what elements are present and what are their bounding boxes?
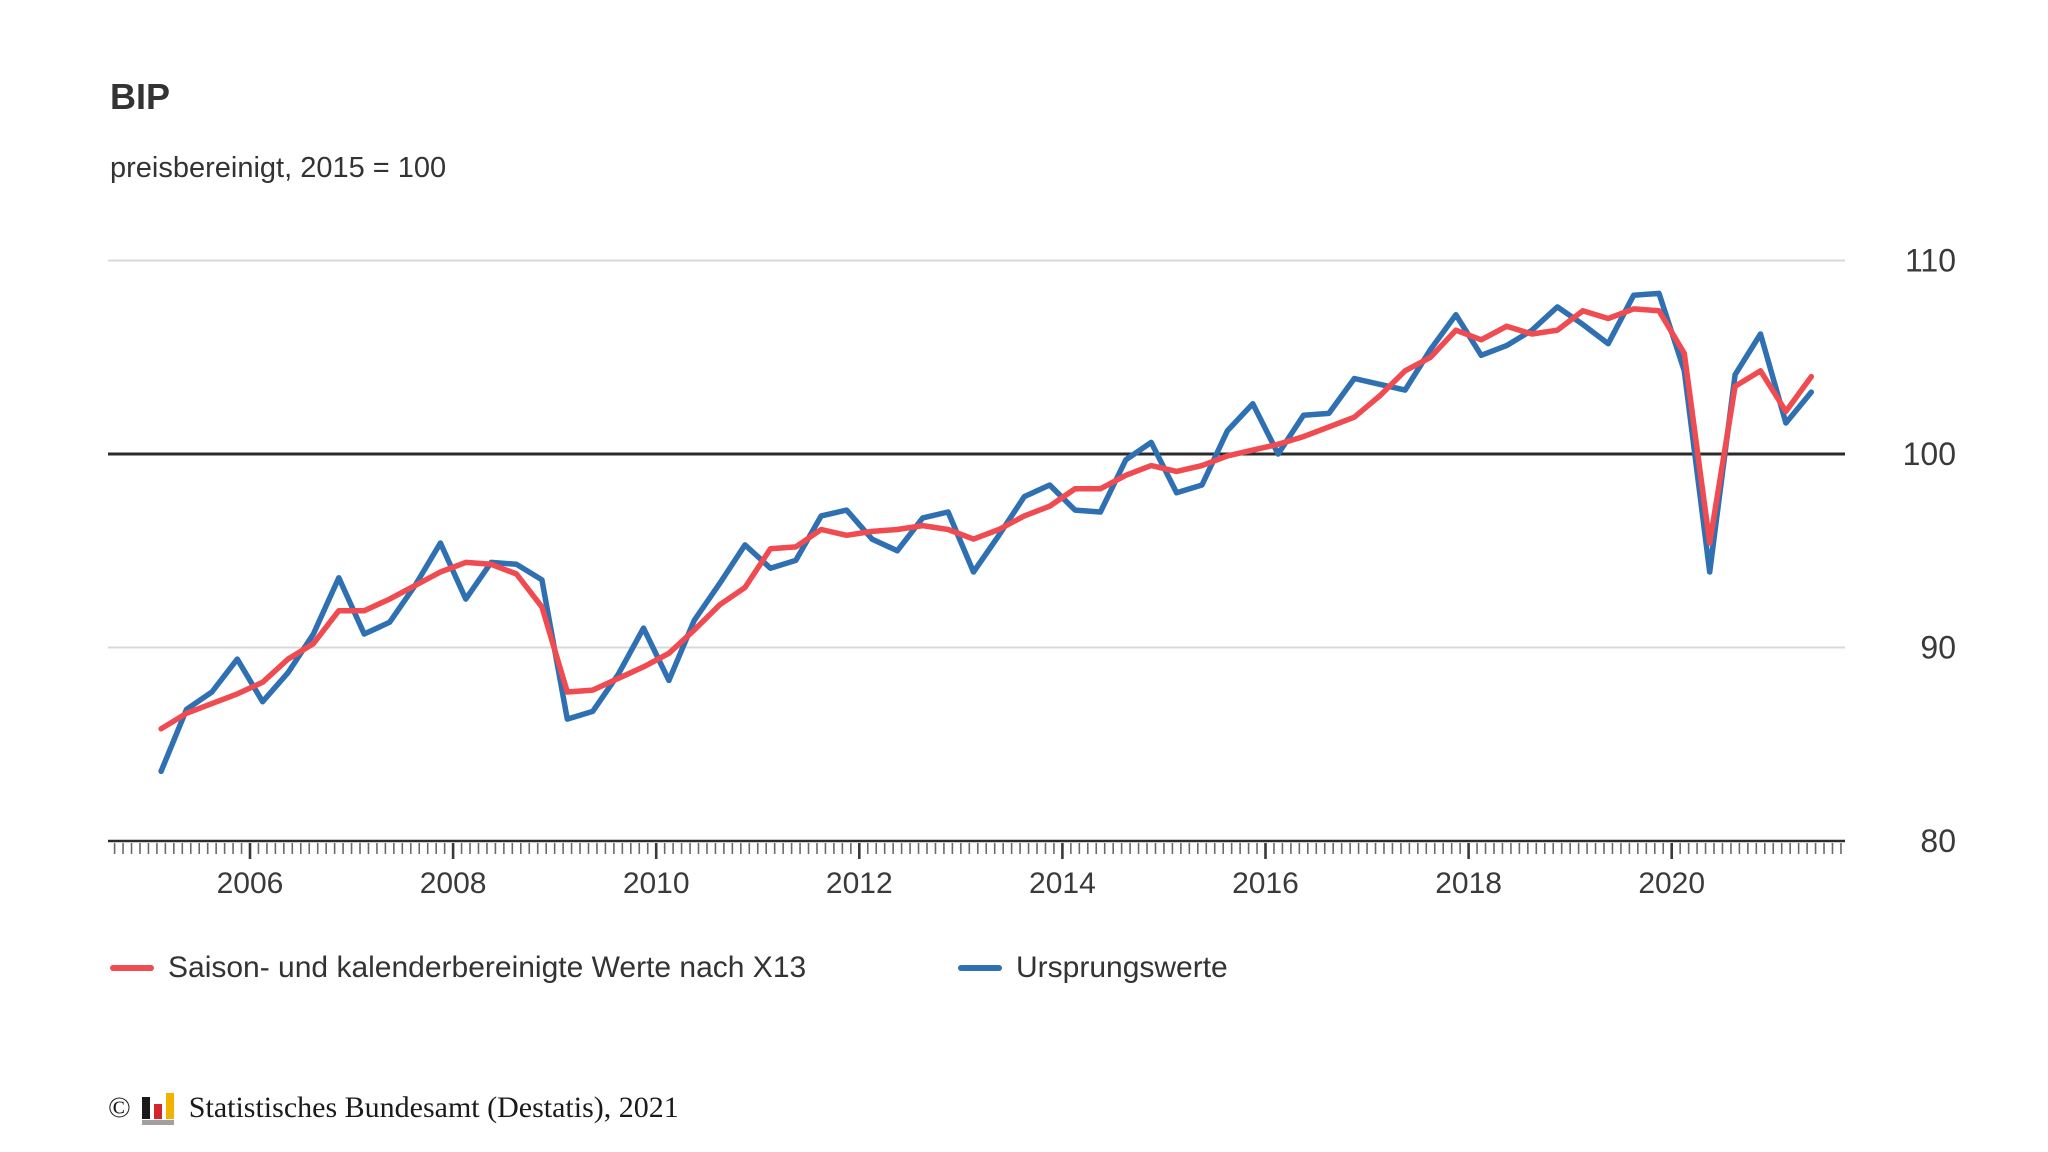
series-line-saison-und-kalenderbereinigte-werte-nach-x13 [158, 306, 1815, 732]
chart-plot-area[interactable] [108, 240, 1845, 859]
x-axis-minor-ticks [113, 843, 1842, 854]
copyright-symbol: © [108, 1091, 131, 1124]
chart-subtitle: preisbereinigt, 2015 = 100 [110, 152, 447, 184]
y-axis-label-110: 110 [1905, 243, 1956, 279]
footer-source: © Statistisches Bundesamt (Destatis), 20… [108, 1088, 679, 1128]
footer-source-text: Statistisches Bundesamt (Destatis), 2021 [188, 1091, 679, 1124]
x-axis-label-2018: 2018 [1435, 867, 1502, 900]
x-axis-label-2010: 2010 [623, 867, 690, 900]
legend-swatch-red-icon [110, 965, 154, 971]
series-line-ursprungswerte [158, 290, 1815, 775]
x-axis-label-2014: 2014 [1029, 867, 1096, 900]
x-axis-label-2016: 2016 [1232, 867, 1299, 900]
x-axis-label-2012: 2012 [826, 867, 893, 900]
legend-swatch-blue-icon [958, 965, 1002, 971]
legend-label-adjusted: Saison- und kalenderbereinigte Werte nac… [168, 951, 807, 984]
y-axis-label-90: 90 [1920, 630, 1956, 666]
legend-item-original[interactable]: Ursprungswerte [958, 948, 1228, 988]
chart-title: BIP [110, 76, 171, 117]
x-axis-label-2008: 2008 [420, 867, 487, 900]
legend-label-original: Ursprungswerte [1016, 951, 1228, 984]
x-axis-label-2006: 2006 [217, 867, 284, 900]
chart-legend: Saison- und kalenderbereinigte Werte nac… [0, 948, 2048, 988]
x-axis-label-2020: 2020 [1638, 867, 1705, 900]
destatis-logo-icon [141, 1091, 177, 1125]
legend-item-adjusted[interactable]: Saison- und kalenderbereinigte Werte nac… [110, 948, 806, 988]
y-axis-label-100: 100 [1903, 436, 1956, 472]
y-axis-label-80: 80 [1920, 823, 1956, 859]
